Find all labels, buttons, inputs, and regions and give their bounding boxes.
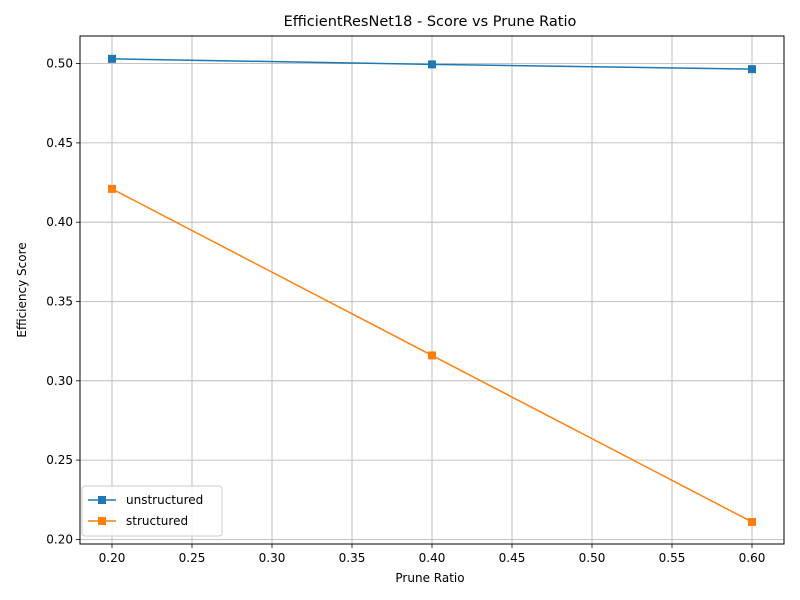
x-axis-ticks: 0.20 0.25 0.30 0.35 0.40 0.45 0.50 0.55 0.60 <box>99 544 766 565</box>
data-point-unstructured <box>108 54 116 63</box>
x-tick-label: 0.35 <box>339 551 366 565</box>
x-axis-label: Prune Ratio <box>395 571 464 585</box>
x-tick-label: 0.20 <box>99 551 126 565</box>
y-tick-label: 0.50 <box>46 57 73 71</box>
data-point-structured <box>428 351 436 360</box>
data-point-unstructured <box>428 60 436 69</box>
x-tick-label: 0.40 <box>419 551 446 565</box>
y-tick-label: 0.25 <box>46 453 73 467</box>
y-tick-label: 0.45 <box>46 136 73 150</box>
data-point-structured <box>108 184 116 193</box>
series-layer <box>108 54 756 526</box>
legend: unstructured structured <box>81 485 223 537</box>
x-tick-label: 0.60 <box>739 551 766 565</box>
data-point-unstructured <box>748 65 756 74</box>
chart-title: EfficientResNet18 - Score vs Prune Ratio <box>284 14 577 30</box>
y-tick-label: 0.40 <box>46 215 73 229</box>
y-axis-label: Efficiency Score <box>15 242 29 337</box>
y-tick-label: 0.20 <box>46 532 73 546</box>
x-tick-label: 0.50 <box>579 551 606 565</box>
x-tick-label: 0.30 <box>259 551 286 565</box>
x-tick-label: 0.45 <box>499 551 526 565</box>
y-tick-label: 0.30 <box>46 374 73 388</box>
data-point-structured <box>748 517 756 526</box>
legend-box <box>81 485 223 537</box>
grid <box>80 36 784 544</box>
x-tick-label: 0.55 <box>659 551 686 565</box>
y-tick-label: 0.35 <box>46 294 73 308</box>
legend-marker-structured <box>98 517 106 525</box>
y-axis-ticks: 0.20 0.25 0.30 0.35 0.40 0.45 0.50 <box>46 57 80 546</box>
legend-label-structured: structured <box>126 514 188 528</box>
x-tick-label: 0.25 <box>179 551 206 565</box>
legend-label-unstructured: unstructured <box>126 493 203 507</box>
legend-marker-unstructured <box>98 496 106 504</box>
